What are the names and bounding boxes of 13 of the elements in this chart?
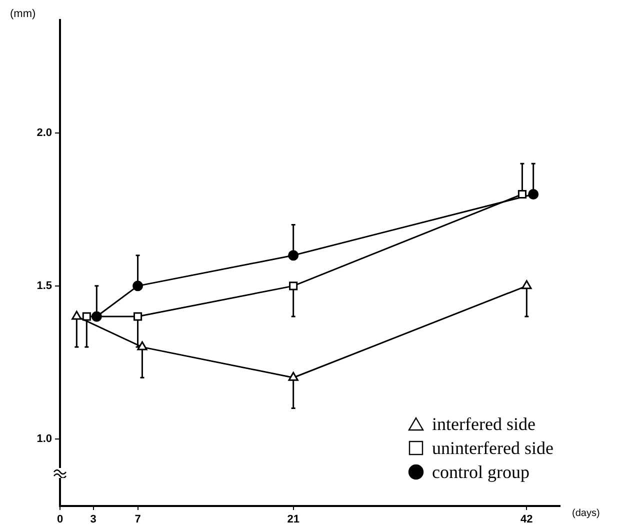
legend-label: interfered side: [432, 414, 536, 434]
y-tick-label: 2.0: [36, 127, 52, 140]
x-tick-label: 0: [56, 514, 64, 526]
y-tick-label: 1.5: [36, 280, 52, 292]
y-axis-title: (mm): [10, 8, 36, 20]
legend-label: control group: [432, 462, 530, 482]
x-tick-label: 42: [520, 514, 533, 526]
legend-label: uninterfered side: [432, 438, 554, 458]
x-axis-title: (days): [572, 508, 600, 519]
x-tick-label: 21: [287, 514, 300, 526]
y-tick-label: 1.0: [36, 432, 52, 445]
x-tick-label: 7: [134, 514, 141, 526]
x-tick-label: 3: [90, 514, 96, 526]
